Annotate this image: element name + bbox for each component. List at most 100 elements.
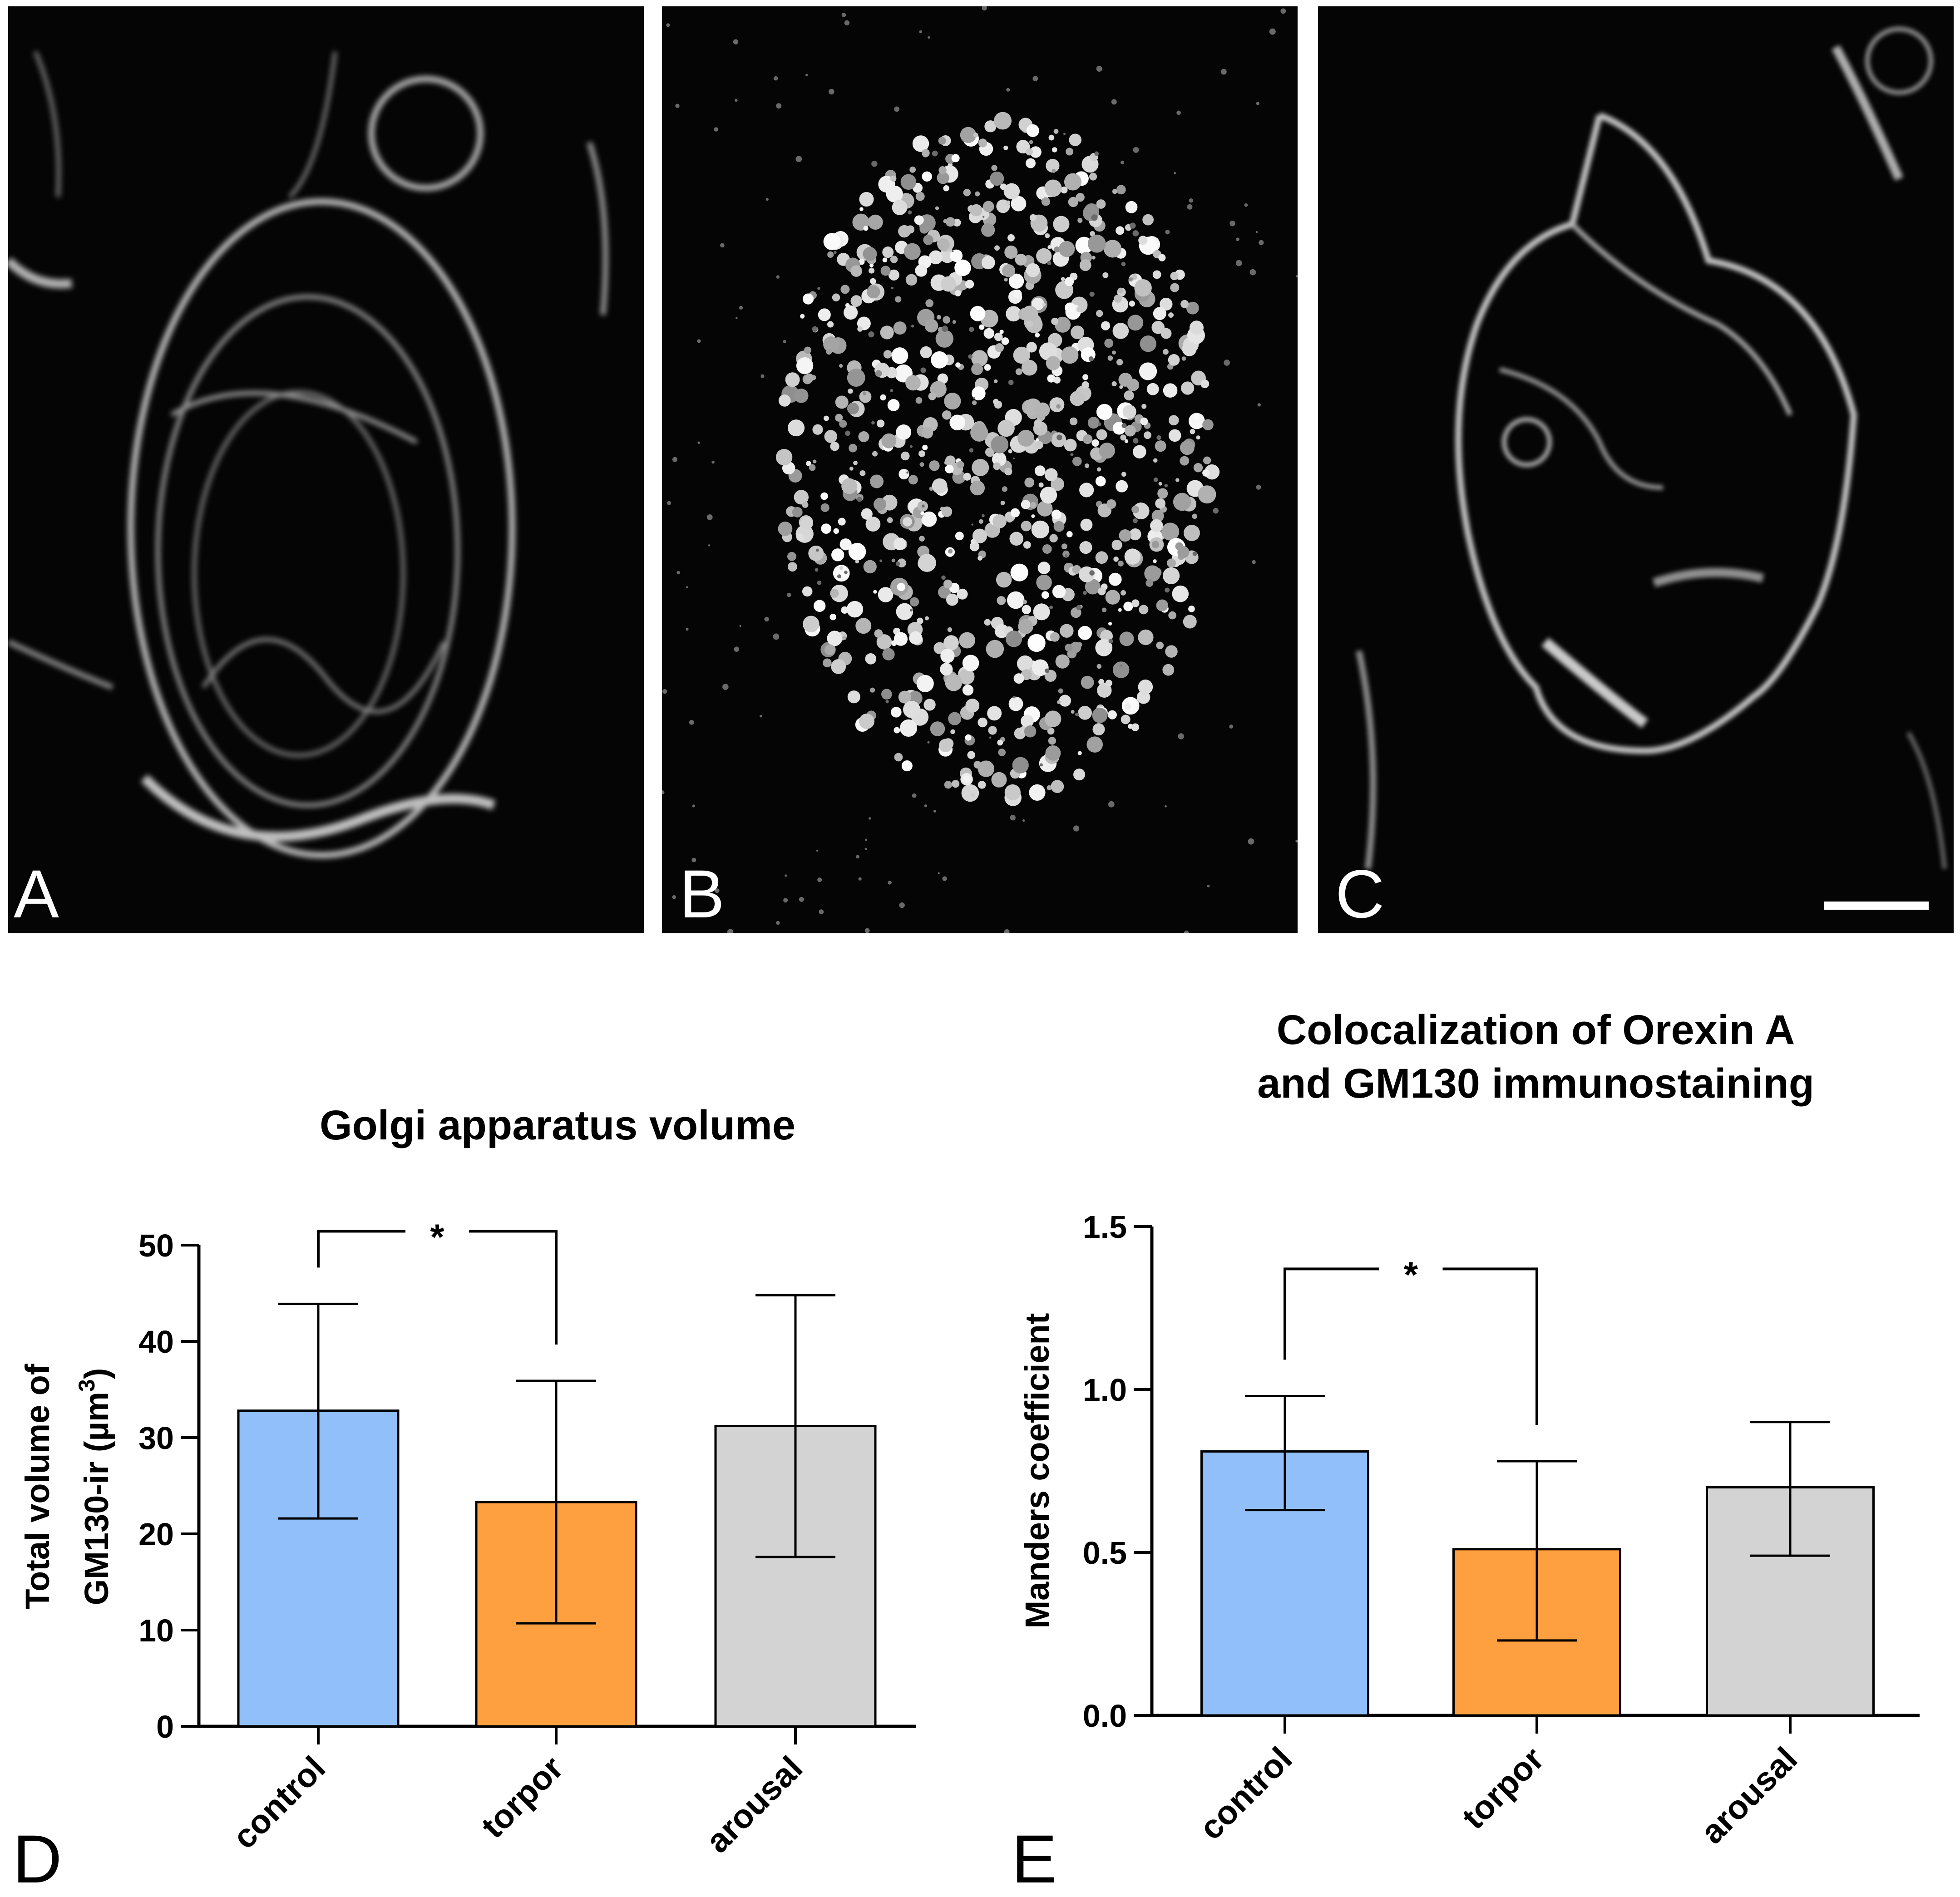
micrograph-dot [890, 389, 894, 392]
micrograph-dot [1051, 780, 1064, 793]
micrograph-dot [925, 616, 929, 621]
micrograph-dot [898, 225, 911, 238]
micrograph-dot [1007, 591, 1025, 609]
micrograph-dot [1151, 320, 1165, 334]
micrograph-dot [909, 631, 923, 645]
micrograph-dot [982, 514, 985, 517]
micrograph-dot [1280, 8, 1286, 14]
micrograph-dot [1161, 522, 1180, 541]
micrograph-dot [1033, 603, 1050, 621]
micrograph-image-c [1356, 27, 1947, 869]
micrograph-dot [944, 781, 953, 789]
micrograph-dot [1112, 350, 1116, 355]
micrograph-dot [909, 597, 919, 607]
micrograph-dot [876, 419, 885, 428]
micrograph-dot [1121, 590, 1126, 596]
micrograph-dot [776, 103, 782, 109]
micrograph-dot [1047, 261, 1052, 266]
micrograph-dot [1170, 272, 1179, 281]
y-axis-label-close: ) [78, 1368, 115, 1380]
micrograph-dot [1175, 478, 1180, 482]
micrograph-dot [1046, 356, 1061, 370]
micrograph-dot [914, 215, 924, 225]
micrograph-dot [1087, 417, 1100, 429]
micrograph-dot [830, 589, 839, 598]
micrograph-dot [853, 460, 858, 465]
micrograph-dot [1061, 277, 1065, 281]
micrograph-dot [1096, 467, 1101, 472]
micrograph-dot [764, 616, 769, 622]
micrograph-dot [989, 736, 992, 739]
micrograph-dot [1044, 468, 1058, 482]
micrograph-dot [1052, 147, 1057, 153]
micrograph-dot [821, 523, 831, 534]
micrograph-dot [1186, 301, 1199, 315]
micrograph-dot [896, 603, 913, 621]
micrograph-dot [938, 872, 940, 874]
micrograph-dot [953, 218, 961, 227]
micrograph-dot [1122, 640, 1128, 645]
micrograph-dot [972, 528, 987, 543]
micrograph-dot [1078, 626, 1092, 640]
micrograph-dot [1124, 548, 1141, 565]
micrograph-dot [1031, 520, 1049, 539]
micrograph-dot [993, 399, 999, 405]
micrograph-dot [1003, 183, 1020, 200]
micrograph-dot [891, 707, 902, 718]
micrograph-dot [949, 414, 965, 431]
micrograph-dot [950, 249, 963, 262]
micrograph-dot [1170, 283, 1180, 292]
micrograph-dot [697, 339, 701, 343]
micrograph-dot [967, 751, 975, 759]
micrograph-dot [1061, 186, 1068, 194]
micrograph-dot [1112, 323, 1129, 339]
micrograph-dot [863, 246, 877, 261]
micrograph-dot [1128, 277, 1133, 282]
micrograph-dot [894, 106, 899, 112]
micrograph-dot [1117, 560, 1124, 567]
micrograph-dot [1256, 102, 1259, 105]
micrograph-dot [972, 386, 986, 400]
micrograph-dot [1107, 355, 1113, 361]
micrograph-dot [1120, 665, 1122, 667]
micrograph-dot [776, 275, 780, 279]
micrograph-dot [1058, 688, 1063, 694]
micrograph-dot [882, 648, 895, 660]
micrograph-dot [809, 464, 816, 471]
micrograph-dot [817, 877, 822, 882]
micrograph-dot [873, 498, 887, 511]
micrograph-dot [1000, 500, 1005, 505]
micrograph-dot [813, 600, 826, 612]
micrograph-dot [1021, 360, 1037, 376]
micrograph-dot [1010, 563, 1028, 581]
micrograph-dot [1089, 570, 1095, 576]
micrograph-dot [955, 362, 961, 368]
micrograph-dot [944, 460, 949, 465]
x-tick-label: torpor [474, 1749, 571, 1846]
micrograph-dot [1156, 599, 1168, 611]
micrograph-dot [1163, 349, 1169, 355]
micrograph-dot [984, 619, 991, 626]
micrograph-dot [1096, 664, 1102, 669]
micrograph-dot [760, 374, 765, 378]
micrograph-dot [1057, 700, 1061, 704]
micrograph-dot [1252, 560, 1256, 564]
micrograph-dot [1163, 567, 1180, 584]
micrograph-dot [927, 741, 930, 744]
micrograph-dot [1155, 440, 1166, 452]
micrograph-dot [859, 207, 864, 212]
micrograph-dot [1010, 508, 1020, 517]
micrograph-dot [835, 414, 843, 422]
micrograph-dot [986, 640, 1004, 658]
micrograph-dot [1129, 528, 1141, 541]
micrograph-dot [1035, 402, 1050, 417]
micrograph-dot [1111, 99, 1117, 105]
micrograph-dot [1060, 624, 1074, 638]
micrograph-dot [891, 558, 895, 562]
micrograph-dot [847, 402, 859, 414]
micrograph-dot [923, 235, 933, 245]
chart-label-e: E [1012, 1821, 1057, 1897]
micrograph-dot [1026, 148, 1033, 156]
micrograph-dot [1116, 185, 1126, 195]
micrograph-dot [823, 233, 841, 251]
